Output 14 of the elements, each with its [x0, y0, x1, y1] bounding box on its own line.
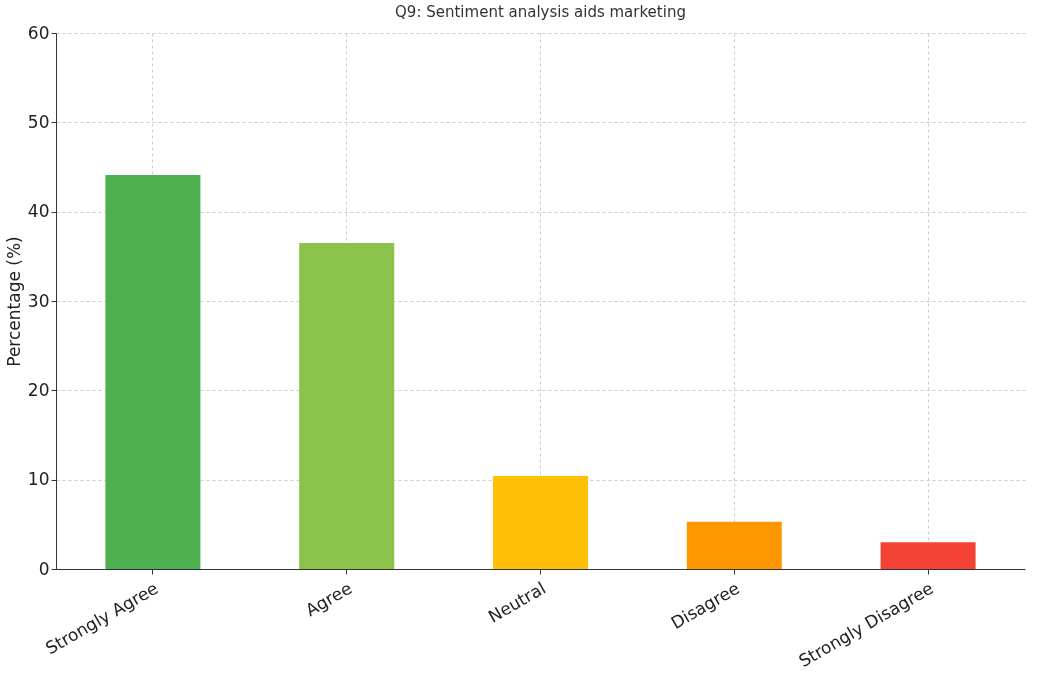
- y-tick-label: 60: [27, 22, 50, 43]
- y-tick-label: 30: [27, 290, 50, 311]
- bar: [493, 476, 588, 569]
- bar: [105, 175, 201, 569]
- bar: [686, 521, 782, 569]
- y-tick-label: 10: [27, 469, 50, 490]
- bar: [880, 542, 976, 569]
- chart-title: Q9: Sentiment analysis aids marketing: [395, 3, 686, 21]
- y-tick-label: 0: [38, 558, 50, 579]
- y-tick-label: 20: [27, 379, 50, 400]
- bar: [299, 242, 395, 569]
- y-tick-label: 40: [27, 201, 50, 222]
- y-axis-title: Percentage (%): [3, 236, 24, 367]
- y-tick-label: 50: [27, 111, 50, 132]
